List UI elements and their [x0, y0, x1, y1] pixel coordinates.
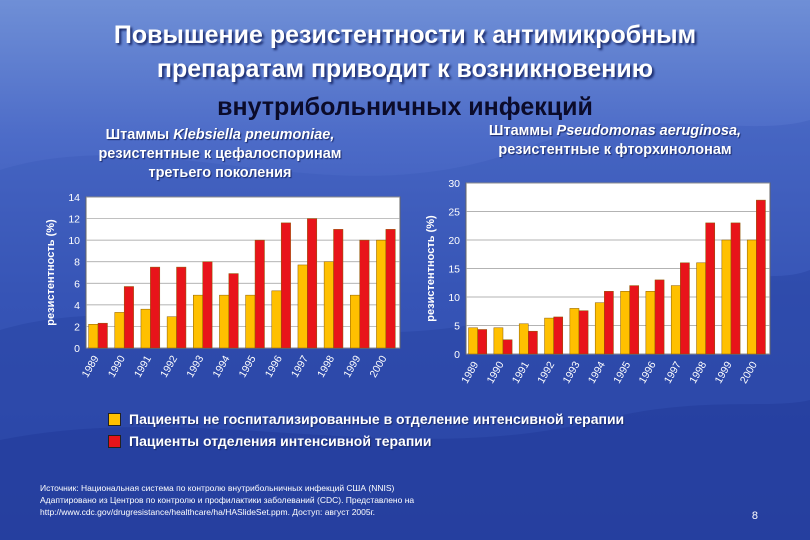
right-bar-non-icu-1989: [468, 327, 478, 355]
right-bar-icu-1991: [528, 330, 538, 355]
right-y-tick-label: 5: [454, 321, 460, 333]
right-bar-icu-1994: [604, 291, 614, 355]
right-bar-non-icu-1996: [645, 291, 656, 355]
left-y-tick-label: 2: [74, 321, 80, 333]
left-bar-icu-1998: [333, 229, 344, 349]
right-bar-non-icu-1998: [696, 262, 706, 355]
right-y-axis-label: резистентность (%): [425, 215, 437, 322]
right-y-tick-label: 10: [448, 292, 460, 304]
left-y-tick-label: 6: [74, 278, 80, 290]
legend: Пациенты не госпитализированные в отделе…: [108, 408, 624, 452]
left-y-tick-label: 12: [68, 214, 80, 226]
left-y-tick-label: 14: [68, 192, 80, 204]
right-bar-non-icu-1997: [670, 285, 681, 355]
right-bar-non-icu-1995: [620, 291, 630, 355]
right-bar-icu-1999: [730, 222, 741, 355]
right-x-tick-label: 1992: [535, 359, 557, 385]
page-number: 8: [751, 510, 758, 522]
right-bar-icu-1998: [705, 222, 716, 355]
right-y-tick-label: 30: [448, 178, 460, 190]
legend-item-non-icu: Пациенты не госпитализированные в отделе…: [108, 408, 624, 430]
right-x-tick-label: 1997: [662, 359, 684, 385]
legend-label-non-icu: Пациенты не госпитализированные в отделе…: [129, 411, 625, 427]
right-bar-icu-1990: [502, 339, 513, 355]
right-bar-non-icu-2000: [746, 239, 757, 355]
legend-label-icu: Пациенты отделения интенсивной терапии: [129, 433, 432, 449]
left-subtitle-prefix: Штаммы: [105, 127, 174, 143]
left-bar-icu-1999: [359, 239, 370, 349]
right-x-tick-label: 1991: [510, 359, 532, 385]
right-subtitle-prefix: Штаммы: [488, 123, 557, 139]
left-bar-icu-2000: [385, 229, 396, 349]
right-bar-icu-1996: [654, 279, 665, 355]
right-x-tick-label: 1996: [637, 359, 659, 385]
right-bar-icu-1995: [629, 285, 640, 355]
left-plot-area: [85, 196, 401, 349]
right-x-tick-label: 1989: [459, 359, 481, 385]
left-subtitle-line2: резистентные к цефалоспоринам: [98, 146, 342, 162]
right-x-tick-label: 1999: [713, 359, 735, 385]
right-y-tick-label: 20: [448, 235, 460, 247]
source-line-1: Источник: Национальная система по контро…: [40, 483, 395, 493]
right-subtitle-organism: Pseudomonas aeruginosa,: [556, 123, 742, 139]
left-bar-icu-1996: [280, 222, 291, 349]
title-line-3: внутрибольничных инфекций: [217, 93, 593, 121]
right-chart-subtitle: Штаммы Pseudomonas aeruginosa, резистент…: [445, 122, 785, 160]
title-line-2: препаратам приводит к возникновению: [156, 55, 654, 83]
right-bar-icu-1989: [477, 329, 488, 355]
left-bar-icu-1990: [123, 286, 134, 349]
right-subtitle-line2: резистентные к фторхинолонам: [498, 142, 732, 158]
right-y-tick-label: 25: [448, 207, 460, 219]
right-y-tick-label: 15: [448, 264, 460, 276]
left-bar-icu-1997: [307, 218, 318, 349]
left-y-tick-label: 10: [68, 235, 80, 247]
source-line-3: http://www.cdc.gov/drugresistance/health…: [40, 507, 376, 517]
left-bar-icu-1994: [228, 273, 239, 349]
legend-item-icu: Пациенты отделения интенсивной терапии: [108, 430, 624, 452]
left-bar-icu-1989: [97, 322, 108, 349]
right-bar-icu-1997: [680, 262, 690, 355]
left-bar-icu-1993: [202, 261, 213, 349]
right-bar-non-icu-1994: [594, 302, 605, 355]
left-y-tick-label: 8: [74, 257, 80, 269]
right-x-tick-label: 1993: [561, 359, 583, 385]
legend-swatch-icu: [108, 434, 121, 448]
right-bar-icu-1992: [553, 316, 564, 355]
left-bar-icu-1991: [150, 266, 161, 349]
source-line-2: Адаптировано из Центров по контролю и пр…: [40, 495, 415, 505]
left-y-tick-label: 0: [74, 343, 80, 355]
left-subtitle-line3: третьего поколения: [148, 165, 292, 181]
source-note: Источник: Национальная система по контро…: [40, 482, 740, 518]
left-chart-subtitle: Штаммы Klebsiella pneumoniae, резистентн…: [40, 126, 400, 183]
right-x-tick-label: 1998: [687, 359, 709, 385]
left-bar-icu-1995: [254, 239, 265, 349]
left-bar-icu-1992: [176, 266, 187, 349]
right-y-tick-label: 0: [454, 349, 460, 361]
right-bar-non-icu-1999: [721, 239, 732, 355]
right-x-tick-label: 2000: [738, 359, 760, 385]
slide-title: Повышение резистентности к антимикробным…: [0, 18, 810, 124]
right-bar-non-icu-1991: [518, 323, 529, 355]
title-line-1: Повышение резистентности к антимикробным: [113, 21, 697, 49]
right-x-tick-label: 1995: [611, 359, 633, 385]
left-y-axis-label: резистентность (%): [45, 219, 57, 326]
right-bar-icu-2000: [756, 199, 766, 355]
left-y-tick-label: 4: [74, 300, 80, 312]
left-subtitle-organism: Klebsiella pneumoniae,: [173, 127, 335, 143]
legend-swatch-non-icu: [108, 412, 121, 426]
right-bar-icu-1993: [578, 310, 589, 355]
right-x-tick-label: 1994: [586, 359, 608, 385]
right-bar-non-icu-1990: [493, 327, 504, 355]
right-bar-non-icu-1993: [569, 308, 580, 355]
right-bar-non-icu-1992: [544, 317, 554, 355]
right-x-tick-label: 1990: [485, 359, 507, 385]
